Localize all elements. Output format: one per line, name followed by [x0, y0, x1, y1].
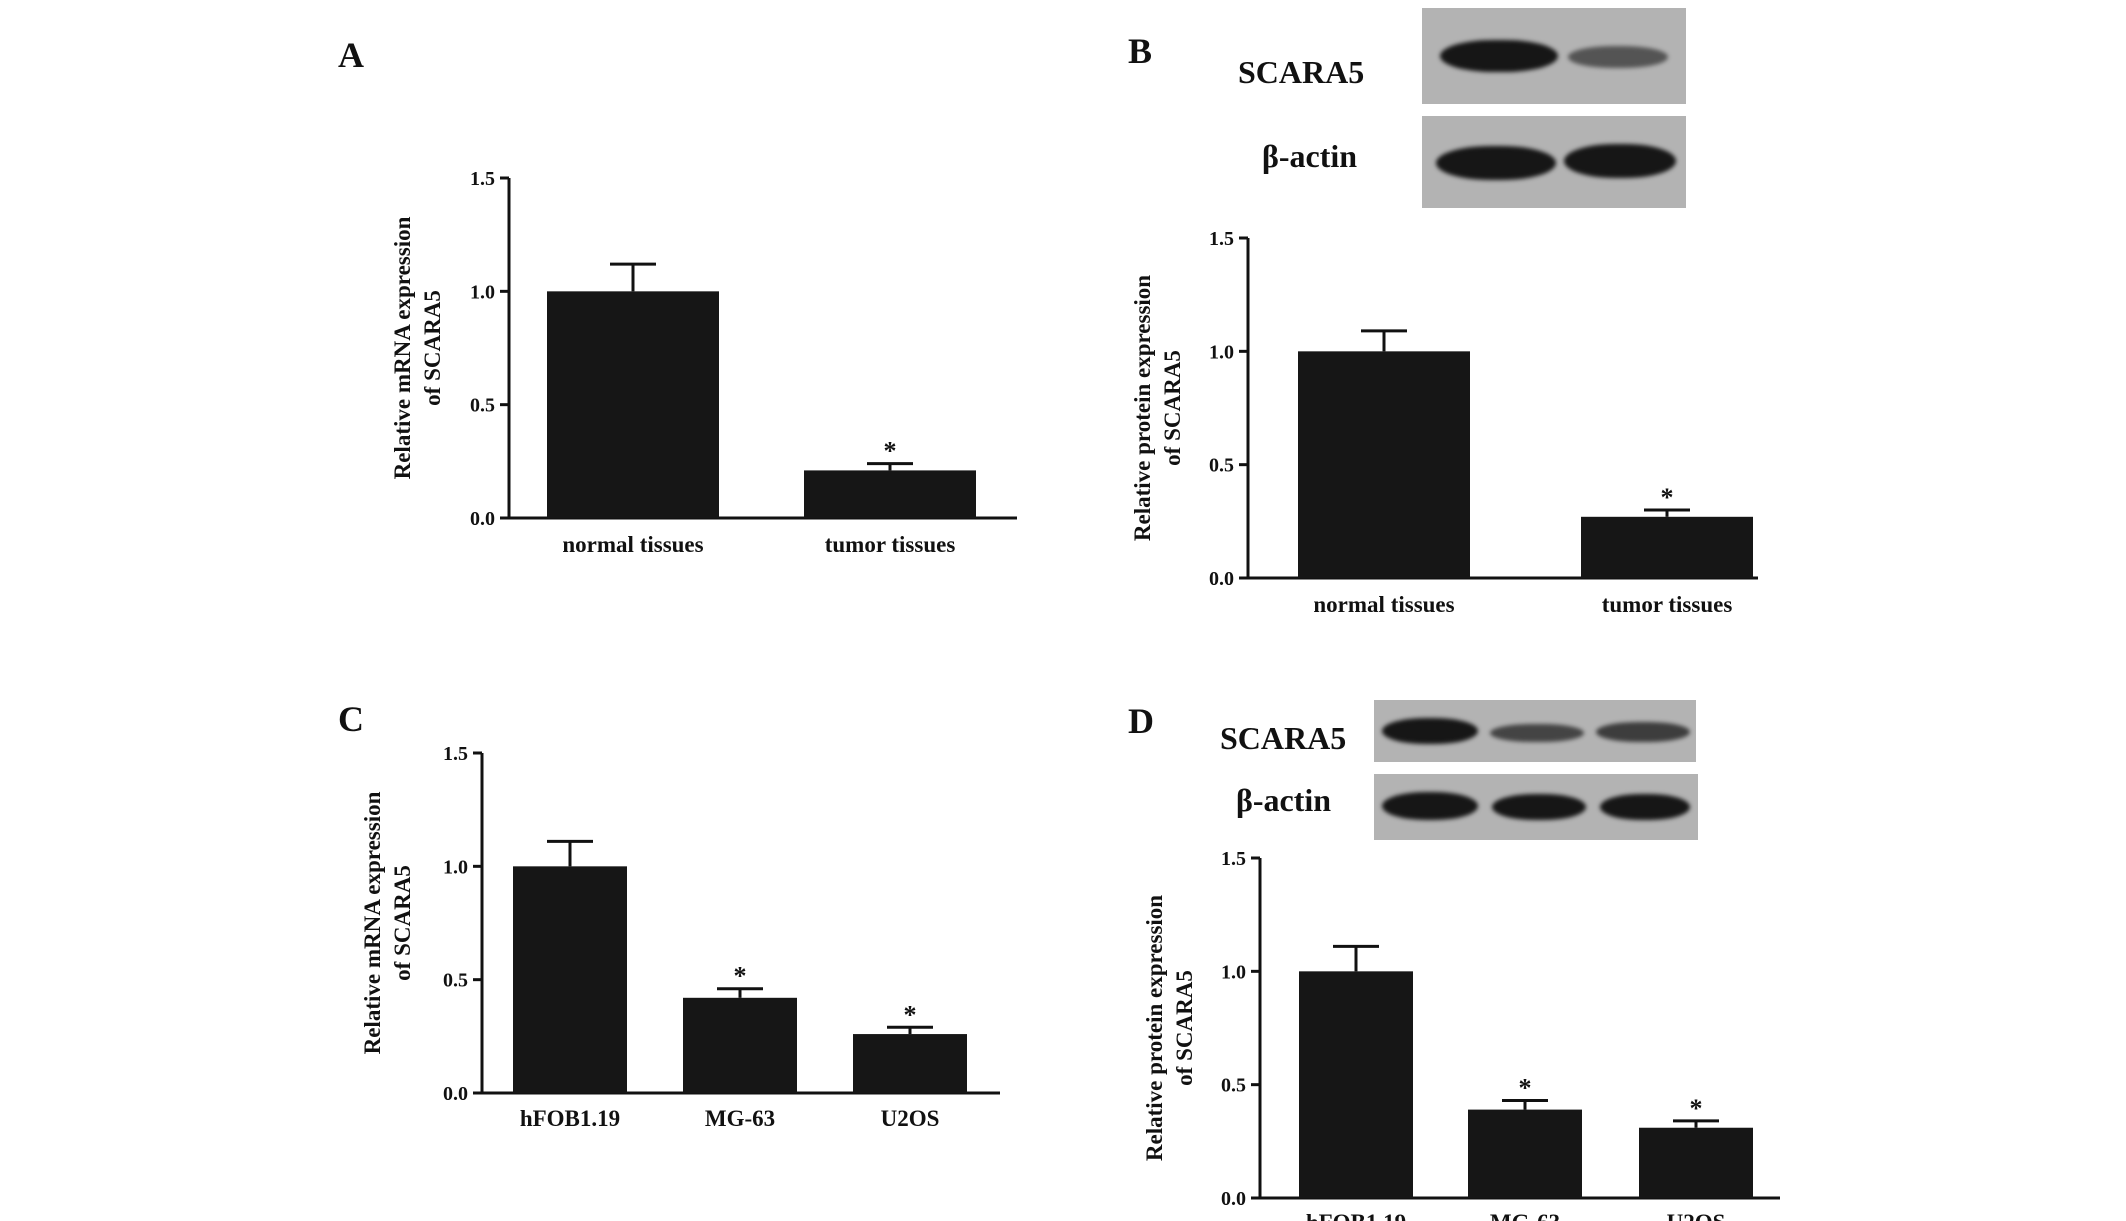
blot-b-control-label: β-actin — [1262, 138, 1358, 174]
bar-a-0 — [547, 291, 719, 518]
bar-c-2 — [853, 1034, 967, 1093]
y-tick-label-c-2: 1.0 — [443, 856, 468, 878]
significance-mark-b-1: * — [1661, 483, 1674, 512]
panel-letter-a: A — [338, 35, 364, 75]
y-tick-label-d-0: 0.0 — [1221, 1188, 1246, 1210]
blot-d-target-label: SCARA5 — [1220, 720, 1347, 756]
x-tick-label-b-1: tumor tissues — [1602, 592, 1733, 617]
bar-c-0 — [513, 866, 627, 1093]
x-tick-label-c-2: U2OS — [881, 1106, 940, 1131]
significance-mark-a-1: * — [884, 437, 897, 466]
x-tick-label-d-0: hFOB1.19 — [1306, 1210, 1406, 1221]
significance-mark-c-1: * — [734, 962, 747, 991]
y-tick-label-c-0: 0.0 — [443, 1083, 468, 1105]
y-tick-label-d-1: 0.5 — [1221, 1075, 1246, 1097]
y-tick-label-a-3: 1.5 — [470, 168, 495, 190]
y-axis-label-b: Relative protein expression of SCARA5 — [1130, 275, 1185, 541]
x-tick-label-a-0: normal tissues — [562, 532, 703, 557]
chart-a: 0.0 0.5 1.0 1.5 Relative mRNA expression of S… — [390, 168, 1017, 557]
y-tick-label-b-0: 0.0 — [1209, 568, 1234, 590]
y-axis-label-line-c-0: Relative mRNA expression — [360, 791, 385, 1054]
y-axis-label-a: Relative mRNA expression of SCARA5 — [390, 216, 445, 479]
bar-c-1 — [683, 997, 797, 1093]
significance-mark-d-2: * — [1690, 1094, 1703, 1123]
chart-c: 0.0 0.5 1.0 1.5 Relative mRNA expression of S… — [360, 743, 1000, 1131]
blot-d-control-label: β-actin — [1236, 782, 1332, 818]
x-tick-label-b-0: normal tissues — [1313, 592, 1454, 617]
blot-d-target-band-2 — [1490, 724, 1584, 742]
blot-d-control-band-2 — [1492, 794, 1586, 820]
blot-d-control-band-1 — [1382, 792, 1478, 820]
x-tick-label-c-0: hFOB1.19 — [520, 1106, 620, 1131]
y-axis-label-line-a-1: of SCARA5 — [420, 290, 445, 406]
bar-d-2 — [1639, 1127, 1753, 1198]
y-tick-label-b-1: 0.5 — [1209, 455, 1234, 477]
significance-mark-c-2: * — [904, 1000, 917, 1029]
y-axis-label-c: Relative mRNA expression of SCARA5 — [360, 791, 415, 1054]
y-tick-label-a-2: 1.0 — [470, 281, 495, 303]
blot-d-control-strip — [1374, 774, 1698, 840]
chart-b: 0.0 0.5 1.0 1.5 Relative protein expression o… — [1130, 228, 1758, 617]
blot-b-target-label: SCARA5 — [1238, 54, 1365, 90]
x-tick-label-d-1: MG-63 — [1490, 1210, 1560, 1221]
y-tick-label-a-1: 0.5 — [470, 395, 495, 417]
blot-b-target-band-2 — [1568, 46, 1668, 68]
blot-b-target-band-1 — [1440, 40, 1558, 72]
y-tick-label-c-3: 1.5 — [443, 743, 468, 765]
x-tick-label-d-2: U2OS — [1667, 1210, 1726, 1221]
y-tick-label-b-2: 1.0 — [1209, 341, 1234, 363]
y-axis-label-line-c-1: of SCARA5 — [390, 865, 415, 981]
bar-d-1 — [1468, 1109, 1582, 1198]
blot-d-target-band-3 — [1596, 722, 1690, 742]
bar-a-1 — [804, 470, 976, 518]
y-axis-label-d: Relative protein expression of SCARA5 — [1142, 895, 1197, 1161]
significance-mark-d-1: * — [1519, 1074, 1532, 1103]
y-axis-label-line-d-0: Relative protein expression — [1142, 895, 1167, 1161]
x-tick-label-a-1: tumor tissues — [825, 532, 956, 557]
bar-d-0 — [1299, 971, 1413, 1198]
bar-b-0 — [1298, 351, 1470, 578]
panel-letter-c: C — [338, 699, 364, 739]
y-tick-label-a-0: 0.0 — [470, 508, 495, 530]
blot-b-target-strip — [1422, 8, 1686, 104]
chart-d: 0.0 0.5 1.0 1.5 Relative protein expression o… — [1142, 848, 1780, 1221]
blot-b-control-band-1 — [1436, 146, 1556, 180]
blot-d-target-band-1 — [1382, 718, 1478, 744]
y-axis-label-line-d-1: of SCARA5 — [1172, 970, 1197, 1086]
blot-d-target-strip — [1374, 700, 1696, 762]
y-tick-label-d-2: 1.0 — [1221, 961, 1246, 983]
x-tick-label-c-1: MG-63 — [705, 1106, 775, 1131]
blot-b-control-strip — [1422, 116, 1686, 208]
y-axis-label-line-b-1: of SCARA5 — [1160, 350, 1185, 466]
y-tick-label-d-3: 1.5 — [1221, 848, 1246, 870]
panel-letter-b: B — [1128, 31, 1153, 71]
panel-letter-d: D — [1128, 701, 1154, 741]
y-axis-label-line-b-0: Relative protein expression — [1130, 275, 1155, 541]
y-tick-label-b-3: 1.5 — [1209, 228, 1234, 250]
blot-d-control-band-3 — [1600, 794, 1690, 820]
blot-b-control-band-2 — [1564, 144, 1676, 178]
y-tick-label-c-1: 0.5 — [443, 970, 468, 992]
bar-b-1 — [1581, 516, 1753, 578]
y-axis-label-line-a-0: Relative mRNA expression — [390, 216, 415, 479]
